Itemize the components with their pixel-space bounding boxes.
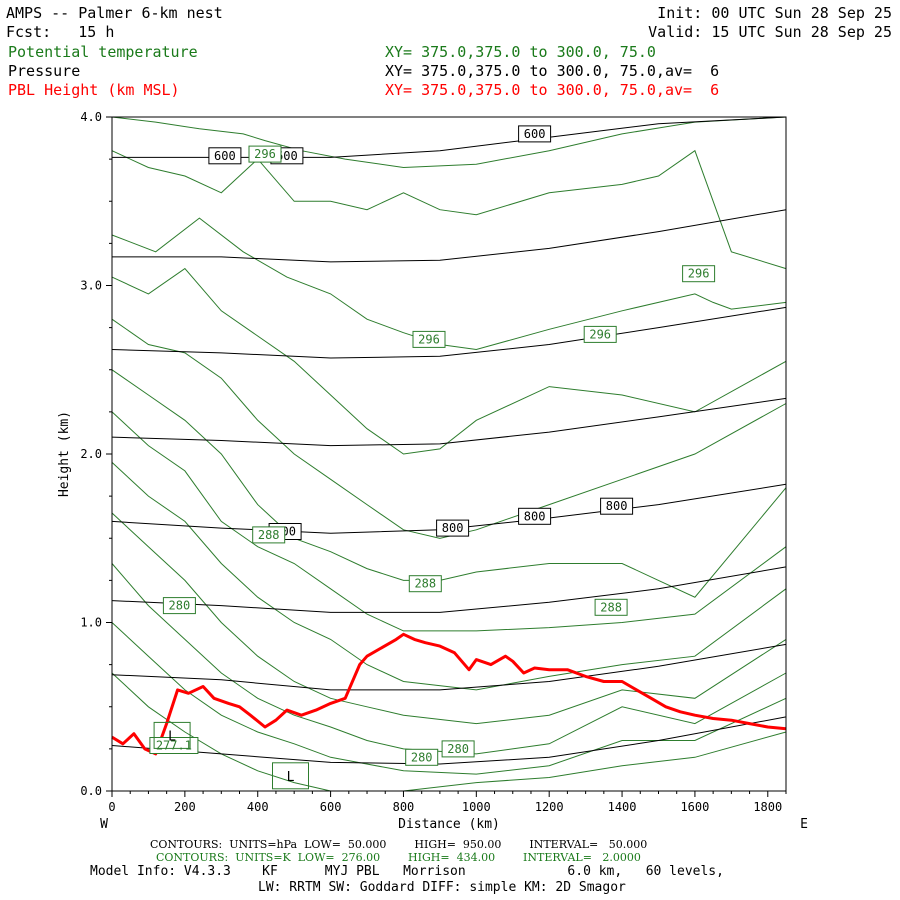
field-name-pressure: Pressure — [8, 62, 81, 80]
theta-label-7: 280 — [169, 599, 191, 613]
east-label: E — [800, 817, 808, 832]
theta-label-10: 277.1 — [156, 739, 192, 753]
pressure-contour-900 — [111, 643, 787, 691]
theta-label-3: 296 — [688, 267, 710, 281]
x-tick-label-9: 1800 — [753, 800, 782, 814]
theta-label-10-box — [149, 737, 199, 754]
theta-label-9-box — [441, 740, 475, 758]
plot-frame — [111, 116, 787, 792]
theta-label-3-box — [682, 265, 716, 283]
pressure-label-6-box — [600, 497, 634, 515]
x-axis-label: Distance (km) — [398, 817, 500, 832]
theta-label-4: 288 — [258, 528, 280, 542]
y-tick-label-4: 4.0 — [80, 110, 102, 124]
axes: 0 200 400 600 800 1000 1200 1400 1600 1800 0.0 1.0 2… — [57, 110, 808, 832]
y-tick-label-2: 2.0 — [80, 447, 102, 461]
theta-label-6: 288 — [600, 600, 622, 614]
x-tick-label-1: 200 — [174, 800, 196, 814]
theta-contour-4 — [111, 318, 787, 539]
theta-contour-1 — [111, 149, 787, 270]
theta-label-2-box — [583, 325, 617, 343]
pressure-label-2: 600 — [524, 127, 546, 141]
theta-contour-3 — [111, 267, 787, 455]
theta-label-7-box — [162, 597, 196, 615]
pressure-label-0: 600 — [214, 149, 236, 163]
theta-label-0-box — [248, 145, 282, 163]
field-name-pbl: PBL Height (km MSL) — [8, 81, 180, 99]
x-tick-label-7: 1400 — [608, 800, 637, 814]
theta-label-1-box — [412, 330, 446, 348]
x-tick-label-2: 400 — [247, 800, 269, 814]
pressure-contour-700 — [111, 306, 787, 359]
pressure-contour-950 — [111, 716, 787, 765]
y-tick-label-3: 3.0 — [80, 279, 102, 293]
theta-label-6-box — [594, 598, 628, 616]
field-xy-pressure: XY= 375.0,375.0 to 300.0, 75.0,av= 6 — [385, 62, 720, 80]
x-tick-label-0: 0 — [108, 800, 115, 814]
y-tick-label-1: 1.0 — [80, 616, 102, 630]
theta-contour-6 — [111, 411, 787, 632]
pbl-height-line — [111, 632, 787, 756]
theta-label-9: 280 — [447, 742, 469, 756]
theta-label-8-box — [405, 748, 439, 766]
field-name-theta: Potential temperature — [8, 43, 198, 61]
x-tick-label-3: 600 — [320, 800, 342, 814]
theta-contour-2 — [111, 217, 787, 351]
pressure-label-5: 800 — [524, 509, 546, 523]
theta-contour-9 — [111, 563, 787, 755]
pressure-label-2-box — [518, 125, 552, 143]
pressure-contour-850 — [111, 566, 787, 613]
theta-contour-5 — [111, 369, 787, 598]
x-tick-label-8: 1600 — [680, 800, 709, 814]
footer-pressure-contours: CONTOURS: UNITS=hPa LOW= 50.000 HIGH= 95… — [150, 838, 648, 851]
pressure-label-6: 800 — [606, 499, 628, 513]
theta-label-2: 296 — [589, 327, 611, 341]
low-marker-1: L — [287, 770, 295, 785]
y-tick-label-0: 0.0 — [80, 784, 102, 798]
init-time: Init: 00 UTC Sun 28 Sep 25 — [657, 4, 892, 22]
contour-labels: 6006006008008008008002962962962962882882… — [149, 125, 716, 790]
cross-section-chart: 600 600 600 800 800 800 800 296 296 296 296 288 288 2… — [57, 110, 808, 832]
theta-label-8: 280 — [411, 750, 433, 764]
x-tick-label-4: 800 — [393, 800, 415, 814]
theta-contour-10 — [111, 622, 787, 775]
pressure-label-5-box — [518, 507, 552, 525]
footer-physics-info: LW: RRTM SW: Goddard DIFF: simple KM: 2D… — [258, 880, 626, 895]
x-tick-label-5: 1000 — [462, 800, 491, 814]
pressure-contour-750 — [111, 397, 787, 447]
theta-label-4-box — [252, 526, 286, 544]
theta-contours — [111, 116, 787, 792]
forecast-hour: Fcst: 15 h — [6, 23, 115, 41]
footer-model-info: Model Info: V4.3.3 KF MYJ PBL Morrison 6… — [90, 864, 724, 879]
west-label: W — [100, 817, 108, 832]
x-tick-label-6: 1200 — [535, 800, 564, 814]
pressure-contours — [111, 116, 787, 765]
pressure-label-0-box — [208, 147, 242, 165]
pressure-label-4-box — [436, 519, 470, 537]
model-title: AMPS -- Palmer 6-km nest — [6, 4, 223, 22]
valid-time: Valid: 15 UTC Sun 28 Sep 25 — [648, 23, 892, 41]
theta-label-0: 296 — [254, 147, 276, 161]
field-xy-pbl: XY= 375.0,375.0 to 300.0, 75.0,av= 6 — [385, 81, 720, 99]
footer-theta-contours: CONTOURS: UNITS=K LOW= 276.00 HIGH= 434.… — [156, 851, 641, 864]
pressure-label-4: 800 — [442, 521, 464, 535]
field-xy-theta: XY= 375.0,375.0 to 300.0, 75.0 — [385, 43, 656, 61]
low-marker-box-1 — [272, 762, 309, 790]
pbl-height-layer — [111, 632, 787, 756]
y-axis-label: Height (km) — [57, 411, 72, 497]
theta-contour-7 — [111, 462, 787, 691]
theta-contour-8 — [111, 512, 787, 725]
theta-label-5-box — [408, 575, 442, 593]
low-marker-box-0 — [153, 721, 191, 749]
pressure-contour-650 — [112, 209, 787, 263]
theta-label-5: 288 — [414, 577, 436, 591]
theta-label-1: 296 — [418, 332, 440, 346]
theta-contour-0 — [111, 116, 787, 169]
low-marker-0: L — [168, 729, 176, 744]
